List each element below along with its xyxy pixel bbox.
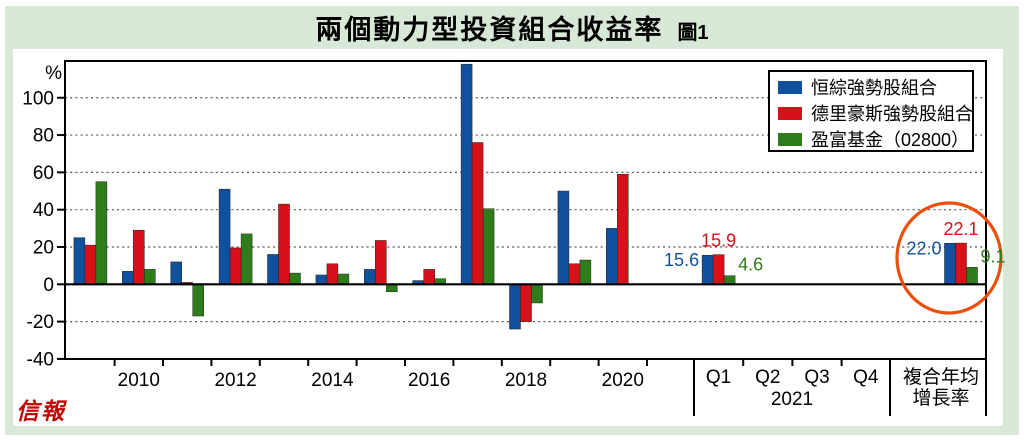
legend-item-driehaus-momentum-portfolio: 德里豪斯強勢股組合: [778, 100, 973, 126]
bar-tracker-fund-02800-2019: [579, 259, 592, 285]
bar-driehaus-momentum-portfolio-2012: [229, 247, 242, 285]
y-tick-label-0: 0: [43, 275, 54, 296]
x-label-year-2010: 2010: [118, 370, 160, 391]
bar-hang-seng-momentum-portfolio-2012: [218, 188, 231, 285]
legend-label: 盈富基金（02800）: [811, 130, 970, 150]
bar-tracker-fund-02800-2010: [144, 269, 156, 285]
bar-tracker-fund-02800-2017: [482, 208, 495, 285]
legend: 恒綜強勢股組合德里豪斯強勢股組合 盈富基金（02800）: [768, 70, 974, 152]
value-label-blue: 15.6: [664, 250, 699, 270]
x-label-year-2018: 2018: [505, 370, 547, 391]
bar-driehaus-momentum-portfolio-複合年均增長率: [955, 242, 967, 285]
bar-driehaus-momentum-portfolio-2016: [423, 269, 435, 285]
bar-hang-seng-momentum-portfolio-2018: [509, 284, 521, 330]
bar-hang-seng-momentum-portfolio-2021 Q1: [701, 254, 714, 285]
x-label-year-2012: 2012: [214, 370, 256, 391]
bar-driehaus-momentum-portfolio-2017: [471, 142, 484, 285]
bar-tracker-fund-02800-2018: [531, 284, 543, 304]
bar-driehaus-momentum-portfolio-2015: [375, 240, 387, 285]
legend-label: 德里豪斯強勢股組合: [811, 104, 973, 124]
bar-tracker-fund-02800-2012: [240, 233, 253, 285]
bar-driehaus-momentum-portfolio-2009: [84, 244, 97, 285]
bar-driehaus-momentum-portfolio-2019: [568, 263, 581, 285]
x-label-quarter-Q1: Q1: [706, 367, 731, 388]
chart-title-text: 兩個動力型投資組合收益率: [315, 15, 664, 45]
bar-hang-seng-momentum-portfolio-2019: [557, 190, 570, 285]
bar-driehaus-momentum-portfolio-2013: [278, 203, 290, 285]
bar-tracker-fund-02800-2014: [337, 273, 350, 285]
legend-swatch-tracker-fund-02800: [778, 132, 802, 146]
value-label-green: 9.1: [981, 246, 1006, 266]
highlight-circle: [895, 201, 1003, 315]
value-label-red: 22.1: [943, 219, 978, 239]
bar-hang-seng-momentum-portfolio-2014: [315, 274, 328, 285]
x-label-year-2020: 2020: [602, 370, 644, 391]
x-label-cagr-line2: 增長率: [912, 387, 969, 409]
bar-tracker-fund-02800-2009: [95, 181, 108, 285]
value-label-red: 15.9: [701, 231, 736, 251]
chart-title: 兩個動力型投資組合收益率 圖1: [0, 8, 1024, 47]
bar-tracker-fund-02800-2021 Q1: [723, 275, 736, 285]
bar-driehaus-momentum-portfolio-2020: [617, 173, 629, 285]
bar-hang-seng-momentum-portfolio-2010: [122, 270, 134, 285]
bar-driehaus-momentum-portfolio-2014: [326, 263, 339, 285]
x-label-quarter-Q3: Q3: [804, 367, 829, 388]
bar-hang-seng-momentum-portfolio-2013: [267, 254, 279, 285]
x-label-quarter-Q4: Q4: [853, 367, 879, 388]
x-label-quarter-year: 2021: [771, 389, 813, 410]
legend-swatch-hang-seng-momentum-portfolio: [778, 80, 802, 94]
y-tick-label-80: 80: [33, 126, 54, 147]
bar-hang-seng-momentum-portfolio-2017: [460, 63, 473, 285]
legend-item-hang-seng-momentum-portfolio: 恒綜強勢股組合: [778, 74, 972, 100]
bar-tracker-fund-02800-複合年均增長率: [966, 267, 978, 285]
bar-hang-seng-momentum-portfolio-複合年均增長率: [944, 243, 956, 285]
y-tick-label-20: 20: [33, 237, 54, 258]
bar-driehaus-momentum-portfolio-2021 Q1: [712, 254, 725, 285]
bar-hang-seng-momentum-portfolio-2011: [170, 261, 182, 285]
value-label-green: 4.6: [738, 255, 763, 275]
y-tick-label--40: -40: [27, 349, 54, 370]
figure-number-label: 圖1: [677, 22, 709, 44]
x-label-cagr-line1: 複合年均: [903, 366, 979, 388]
bar-hang-seng-momentum-portfolio-2015: [364, 269, 376, 285]
bar-tracker-fund-02800-2013: [289, 272, 301, 285]
value-label-blue: 22.0: [906, 238, 941, 258]
bar-hang-seng-momentum-portfolio-2020: [606, 228, 618, 285]
y-tick-label-60: 60: [33, 163, 54, 184]
bar-tracker-fund-02800-2011: [192, 284, 204, 317]
y-tick-label-40: 40: [33, 200, 54, 221]
bar-driehaus-momentum-portfolio-2010: [133, 229, 145, 285]
hkej-logo: 信報: [16, 399, 66, 424]
y-tick-label-100: 100: [22, 88, 54, 109]
legend-item-tracker-fund-02800: 盈富基金（02800）: [778, 126, 972, 152]
x-label-year-2014: 2014: [311, 370, 354, 391]
legend-label: 恒綜強勢股組合: [811, 78, 937, 98]
bar-driehaus-momentum-portfolio-2018: [520, 284, 532, 322]
legend-swatch-driehaus-momentum-portfolio: [778, 106, 802, 120]
x-label-year-2016: 2016: [408, 370, 450, 391]
bar-tracker-fund-02800-2015: [386, 284, 398, 293]
x-label-quarter-Q2: Q2: [755, 367, 780, 388]
bar-hang-seng-momentum-portfolio-2009: [73, 237, 86, 285]
y-tick-label--20: -20: [27, 312, 54, 333]
y-axis-unit-label: %: [45, 63, 62, 84]
